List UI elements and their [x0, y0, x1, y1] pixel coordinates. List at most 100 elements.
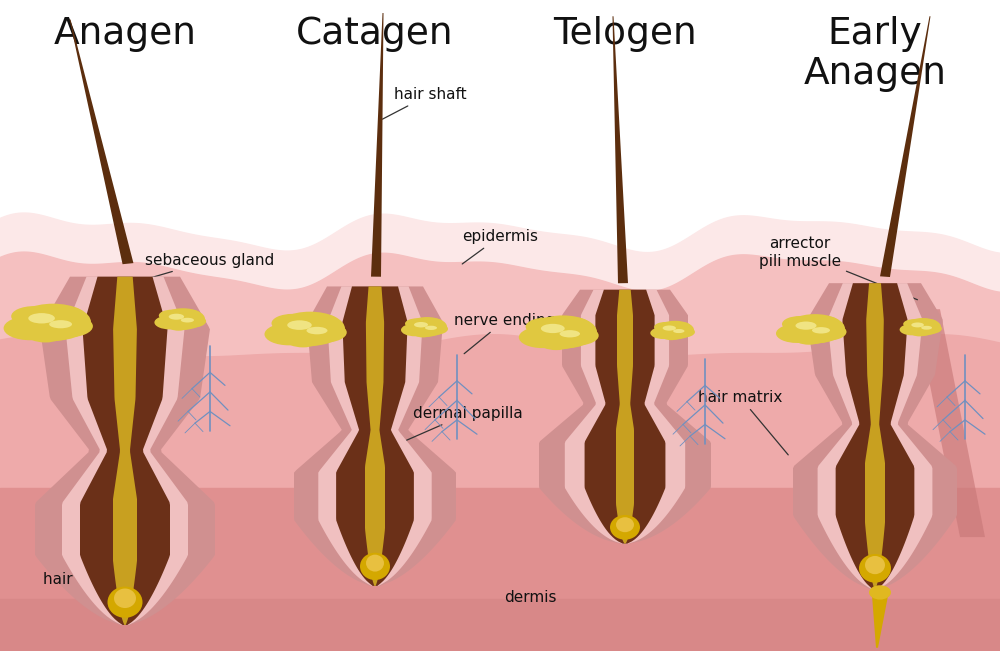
Ellipse shape [114, 589, 136, 608]
Ellipse shape [301, 322, 347, 342]
Text: Anagen: Anagen [54, 16, 196, 52]
Ellipse shape [423, 318, 443, 327]
Ellipse shape [903, 319, 925, 329]
Ellipse shape [812, 327, 830, 333]
Ellipse shape [168, 321, 190, 331]
Ellipse shape [794, 331, 824, 345]
Ellipse shape [859, 554, 891, 583]
Polygon shape [336, 286, 414, 586]
Ellipse shape [544, 333, 582, 349]
Ellipse shape [422, 323, 448, 335]
Polygon shape [80, 277, 170, 625]
Polygon shape [371, 13, 383, 277]
Ellipse shape [414, 322, 428, 327]
Polygon shape [616, 290, 634, 544]
Text: Catagen: Catagen [296, 16, 454, 52]
Ellipse shape [291, 329, 329, 346]
Polygon shape [872, 596, 888, 648]
Ellipse shape [670, 326, 695, 338]
Ellipse shape [306, 327, 328, 335]
Ellipse shape [26, 326, 64, 342]
Text: Telogen: Telogen [553, 16, 697, 52]
Ellipse shape [44, 315, 93, 337]
Ellipse shape [809, 316, 839, 329]
Ellipse shape [671, 322, 690, 330]
Ellipse shape [662, 332, 681, 340]
Ellipse shape [656, 321, 694, 339]
Ellipse shape [413, 329, 433, 337]
Ellipse shape [275, 312, 345, 346]
Ellipse shape [911, 322, 924, 327]
Ellipse shape [673, 329, 685, 333]
Ellipse shape [526, 318, 566, 336]
Ellipse shape [45, 306, 83, 323]
Polygon shape [294, 286, 456, 586]
Ellipse shape [32, 324, 74, 341]
Text: epidermis: epidermis [462, 229, 538, 264]
Ellipse shape [554, 326, 599, 346]
Ellipse shape [425, 326, 437, 330]
Text: hair matrix: hair matrix [698, 389, 788, 455]
Polygon shape [818, 283, 932, 589]
Text: hair shaft: hair shaft [382, 87, 466, 119]
Ellipse shape [28, 313, 55, 324]
Ellipse shape [360, 553, 390, 580]
Ellipse shape [785, 314, 845, 344]
Ellipse shape [539, 335, 573, 350]
Ellipse shape [178, 315, 206, 327]
Ellipse shape [286, 332, 320, 348]
Ellipse shape [918, 324, 942, 334]
Polygon shape [793, 283, 957, 589]
Ellipse shape [401, 324, 429, 337]
Ellipse shape [919, 319, 937, 327]
Ellipse shape [49, 320, 72, 328]
Ellipse shape [663, 326, 676, 331]
Polygon shape [318, 286, 432, 586]
Ellipse shape [795, 322, 816, 329]
Ellipse shape [610, 515, 640, 540]
Polygon shape [915, 309, 985, 537]
Ellipse shape [560, 330, 580, 337]
Ellipse shape [287, 320, 312, 330]
Polygon shape [35, 277, 215, 625]
Ellipse shape [529, 315, 597, 349]
Text: Early
Anagen: Early Anagen [804, 16, 946, 92]
Text: nerve ending: nerve ending [454, 312, 556, 353]
Text: dermal papilla: dermal papilla [401, 406, 523, 443]
Ellipse shape [616, 517, 634, 533]
Text: arrector
pili muscle: arrector pili muscle [759, 236, 917, 299]
Ellipse shape [154, 316, 185, 329]
Text: hair follicle: hair follicle [43, 530, 127, 587]
Ellipse shape [798, 329, 832, 344]
Ellipse shape [159, 310, 185, 322]
Polygon shape [539, 290, 711, 544]
Ellipse shape [541, 324, 565, 333]
Ellipse shape [11, 306, 57, 327]
Polygon shape [880, 16, 930, 277]
Polygon shape [613, 16, 628, 283]
Ellipse shape [407, 317, 447, 337]
Ellipse shape [782, 316, 818, 332]
Ellipse shape [556, 318, 590, 333]
Polygon shape [836, 283, 914, 589]
Ellipse shape [181, 318, 194, 322]
Ellipse shape [910, 329, 928, 337]
Polygon shape [865, 283, 885, 589]
Ellipse shape [808, 323, 846, 340]
Ellipse shape [665, 331, 685, 339]
Polygon shape [585, 290, 665, 544]
Ellipse shape [179, 310, 201, 319]
Ellipse shape [416, 327, 438, 337]
Ellipse shape [865, 556, 885, 574]
Text: sebaceous gland: sebaceous gland [91, 253, 275, 296]
Polygon shape [365, 286, 385, 586]
Ellipse shape [900, 324, 925, 335]
Polygon shape [113, 277, 137, 625]
Ellipse shape [108, 587, 143, 618]
Ellipse shape [654, 322, 677, 332]
Polygon shape [565, 290, 685, 544]
Ellipse shape [4, 316, 57, 340]
Ellipse shape [264, 323, 314, 345]
Ellipse shape [913, 327, 933, 336]
Ellipse shape [405, 318, 429, 329]
